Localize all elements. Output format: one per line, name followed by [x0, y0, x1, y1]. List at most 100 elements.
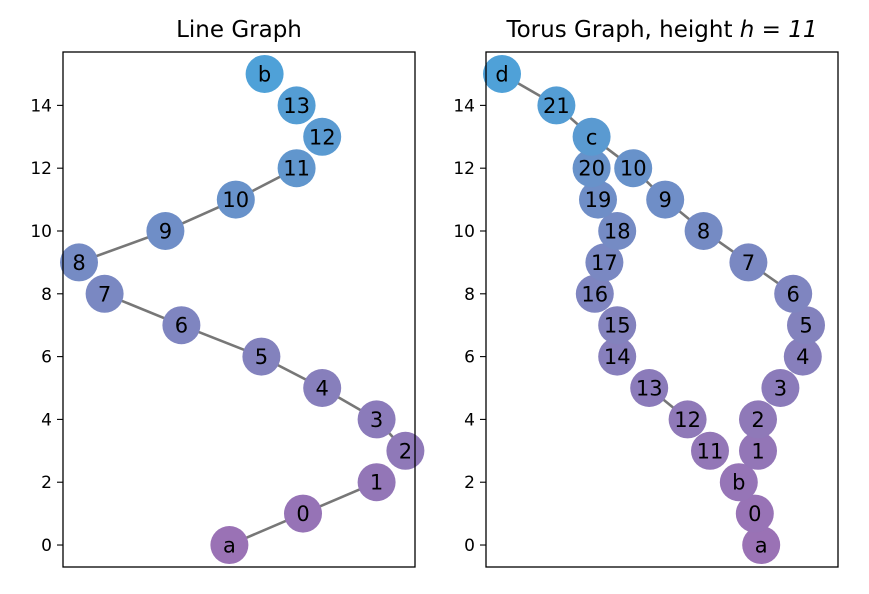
torus-graph-node-12 — [668, 400, 707, 439]
torus-graph-node-label-d: d — [495, 62, 508, 86]
torus-graph-node-label-1: 1 — [751, 439, 764, 463]
line-graph-node-8 — [60, 243, 98, 282]
torus-graph-node-19 — [579, 180, 617, 219]
torus-graph-node-21 — [537, 86, 576, 125]
torus-graph-node-label-15: 15 — [604, 314, 631, 338]
line-graph-node-label-2: 2 — [399, 439, 412, 463]
torus-graph-node-4 — [783, 337, 822, 376]
torus-graph-node-17 — [585, 243, 624, 282]
torus-graph-node-0 — [735, 494, 774, 533]
torus-graph-ytick-label-8: 8 — [464, 285, 475, 305]
torus-graph-node-7 — [729, 243, 768, 282]
torus-graph-node-label-20: 20 — [578, 157, 605, 181]
torus-graph-node-b — [719, 463, 758, 502]
torus-graph-node-10 — [614, 149, 653, 188]
line-graph-node-11 — [277, 149, 316, 188]
line-graph-node-b — [245, 54, 284, 93]
torus-graph-node-label-11: 11 — [697, 439, 724, 463]
torus-graph-node-13 — [630, 369, 669, 408]
torus-graph-node-label-10: 10 — [620, 157, 647, 181]
line-graph-node-label-4: 4 — [316, 377, 329, 401]
torus-graph-title: Torus Graph, height h = 11 — [505, 17, 817, 43]
torus-graph-node-1 — [739, 431, 777, 470]
torus-graph-node-label-4: 4 — [796, 345, 809, 369]
torus-graph-title-text: Torus Graph, height — [505, 17, 739, 43]
torus-graph-node-2 — [739, 400, 777, 439]
torus-graph-ytick-label-2: 2 — [464, 473, 475, 493]
torus-graph-node-label-a: a — [755, 534, 768, 558]
line-graph-frame — [62, 51, 416, 568]
line-graph-node-a — [210, 526, 249, 565]
torus-graph-node-a — [742, 526, 781, 565]
torus-graph-node-label-21: 21 — [543, 94, 570, 118]
line-graph-node-label-7: 7 — [98, 282, 111, 306]
torus-graph-frame — [485, 51, 839, 568]
line-graph-ytick-label-14: 14 — [30, 96, 52, 116]
torus-graph-node-11 — [691, 431, 729, 470]
torus-graph-panel: Torus Graph, height h = 11 a0b1112123134… — [453, 17, 839, 568]
torus-graph-ytick-label-14: 14 — [453, 96, 475, 116]
line-graph-ytick-label-10: 10 — [30, 222, 52, 242]
line-graph-node-label-10: 10 — [222, 188, 249, 212]
torus-graph-node-15 — [598, 306, 637, 345]
line-graph-ytick-label-6: 6 — [41, 348, 52, 368]
line-graph-node-5 — [242, 337, 281, 376]
line-graph-node-4 — [303, 369, 342, 408]
torus-graph-node-label-18: 18 — [604, 219, 631, 243]
line-graph-ytick-label-2: 2 — [41, 473, 52, 493]
line-graph-node-label-0: 0 — [296, 502, 309, 526]
torus-graph-node-label-c: c — [586, 125, 598, 149]
torus-graph-node-label-8: 8 — [697, 219, 710, 243]
torus-graph-node-20 — [572, 149, 611, 188]
torus-graph-node-label-9: 9 — [659, 188, 672, 212]
line-graph-node-3 — [357, 400, 396, 439]
line-graph-node-6 — [162, 306, 201, 345]
line-graph-node-label-8: 8 — [72, 251, 85, 275]
torus-graph-ytick-label-12: 12 — [453, 159, 475, 179]
torus-graph-node-label-6: 6 — [787, 282, 800, 306]
line-graph-ytick-label-8: 8 — [41, 285, 52, 305]
torus-graph-node-5 — [787, 306, 825, 345]
line-graph-node-label-b: b — [258, 62, 271, 86]
torus-graph-title-height: h = 11 — [740, 17, 818, 43]
torus-graph-node-16 — [575, 274, 614, 313]
torus-graph-node-label-2: 2 — [751, 408, 764, 432]
torus-graph-node-label-14: 14 — [604, 345, 631, 369]
torus-graph-node-6 — [774, 274, 813, 313]
line-graph-node-1 — [357, 463, 396, 502]
torus-graph-ytick-label-4: 4 — [464, 410, 475, 430]
torus-graph-node-18 — [598, 211, 637, 250]
torus-graph-node-c — [572, 117, 611, 156]
line-graph-node-label-1: 1 — [370, 471, 383, 495]
torus-graph-node-d — [483, 54, 521, 93]
line-graph-node-label-9: 9 — [159, 219, 172, 243]
line-graph-node-label-3: 3 — [370, 408, 383, 432]
torus-graph-node-8 — [684, 211, 723, 250]
line-graph-node-label-13: 13 — [283, 94, 310, 118]
line-graph-node-0 — [284, 494, 322, 533]
line-graph-node-label-11: 11 — [283, 157, 310, 181]
line-graph-node-13 — [277, 86, 316, 125]
torus-graph-node-3 — [761, 369, 800, 408]
line-graph-ytick-label-12: 12 — [30, 159, 52, 179]
line-graph-ytick-label-4: 4 — [41, 410, 52, 430]
torus-graph-node-9 — [646, 180, 685, 219]
line-graph-node-label-12: 12 — [309, 125, 336, 149]
line-graph-ytick-label-0: 0 — [41, 536, 52, 556]
line-graph-node-label-a: a — [223, 534, 236, 558]
torus-graph-node-label-12: 12 — [674, 408, 701, 432]
torus-graph-node-label-5: 5 — [799, 314, 812, 338]
torus-graph-node-label-16: 16 — [581, 282, 608, 306]
line-graph-node-9 — [146, 211, 185, 250]
line-graph-node-label-5: 5 — [255, 345, 268, 369]
torus-graph-ytick-label-10: 10 — [453, 222, 475, 242]
line-graph-node-12 — [303, 117, 342, 156]
torus-graph-ytick-label-0: 0 — [464, 536, 475, 556]
torus-graph-node-label-7: 7 — [742, 251, 755, 275]
line-graph-title: Line Graph — [176, 17, 302, 43]
line-graph-node-10 — [216, 180, 255, 219]
